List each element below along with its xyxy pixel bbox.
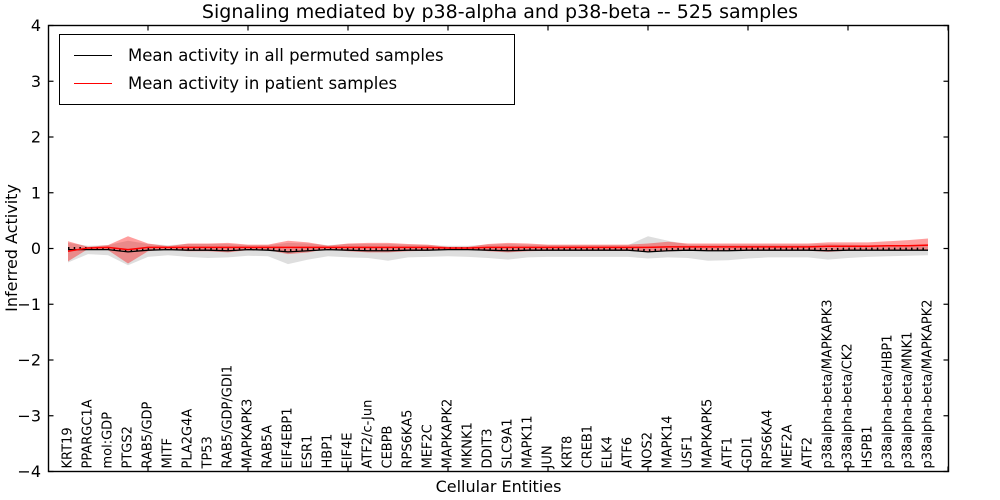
x-category-label: ATF1 (721, 437, 736, 469)
x-category-label: ESR1 (301, 435, 316, 469)
legend-label-permuted: Mean activity in all permuted samples (128, 45, 444, 65)
permuted-mean-line (68, 248, 928, 253)
legend-label-patient: Mean activity in patient samples (128, 73, 398, 93)
x-category-label: MKNK1 (461, 422, 476, 468)
x-category-label: KRT19 (61, 427, 76, 468)
x-category-label: KRT8 (561, 436, 576, 469)
x-category-label: RPS6KA4 (761, 410, 776, 469)
x-category-label: MEF2A (781, 424, 796, 468)
chart-title: Signaling mediated by p38-alpha and p38-… (201, 1, 799, 23)
x-category-label: ELK4 (601, 436, 616, 468)
x-category-label: p38alpha-beta/CK2 (841, 343, 856, 468)
y-tick-label: 0 (31, 239, 41, 258)
y-tick-label: −1 (17, 295, 41, 314)
x-category-label: MAPKAPK2 (441, 399, 456, 469)
x-category-label: ATF6 (621, 437, 636, 469)
x-category-label: GDI1 (741, 436, 756, 468)
x-category-label: p38alpha-beta/HBP1 (881, 334, 896, 468)
legend-item-patient: Mean activity in patient samples (60, 69, 514, 97)
x-category-label: MAPKAPK3 (241, 399, 256, 469)
x-category-label: p38alpha-beta/MAPKAPK3 (821, 300, 836, 469)
x-category-label: p38alpha-beta/MNK1 (901, 332, 916, 469)
y-tick-label: −2 (17, 351, 41, 370)
x-category-label: ATF2/c-Jun (361, 400, 376, 469)
legend: Mean activity in all permuted samples Me… (59, 34, 515, 105)
y-tick-label: 3 (31, 72, 41, 91)
x-category-label: MAPKAPK5 (701, 399, 716, 469)
permuted-mean-markers (68, 247, 928, 252)
x-category-label: MEF2C (421, 424, 436, 468)
x-category-label: MAPK14 (661, 415, 676, 468)
x-category-label: USF1 (681, 435, 696, 469)
x-category-label: JUN (541, 445, 556, 469)
x-category-label: ATF2 (801, 437, 816, 469)
x-category-label: RAB5/GDP/GDI1 (221, 365, 236, 468)
y-tick-label: 1 (31, 183, 41, 202)
x-category-label: RAB5/GDP (141, 401, 156, 468)
x-category-label: mol:GDP (101, 412, 116, 469)
x-category-label: CEBPB (381, 426, 396, 469)
x-category-label: CREB1 (581, 425, 596, 469)
x-category-label: NOS2 (641, 432, 656, 468)
x-category-label: HBP1 (321, 434, 336, 469)
x-category-label: EIF4E (341, 432, 356, 468)
x-category-label: HSPB1 (861, 425, 876, 468)
legend-item-permuted: Mean activity in all permuted samples (60, 41, 514, 69)
y-tick-label: 4 (31, 16, 41, 35)
x-category-label: MITF (161, 438, 176, 468)
y-tick-label: 2 (31, 128, 41, 147)
x-category-label: TP53 (201, 436, 216, 469)
patient-line-swatch (74, 82, 112, 84)
x-category-label: PLA2G4A (181, 409, 196, 469)
x-category-label: DDIT3 (481, 428, 496, 468)
x-axis-label: Cellular Entities (435, 477, 562, 496)
x-category-label: SLC9A1 (501, 418, 516, 468)
x-category-label: EIF4EBP1 (281, 407, 296, 468)
x-category-label: PPARGC1A (81, 399, 96, 468)
x-category-label: p38alpha-beta/MAPKAPK2 (921, 300, 936, 469)
x-category-label: RPS6KA5 (401, 410, 416, 469)
x-category-label: RAB5A (261, 425, 276, 469)
x-category-label: PTGS2 (121, 426, 136, 468)
y-tick-label: −3 (17, 406, 41, 425)
x-category-label: MAPK11 (521, 415, 536, 468)
patient-mean-line (67, 244, 929, 253)
permuted-line-swatch (74, 54, 112, 56)
y-tick-label: −4 (17, 462, 41, 481)
